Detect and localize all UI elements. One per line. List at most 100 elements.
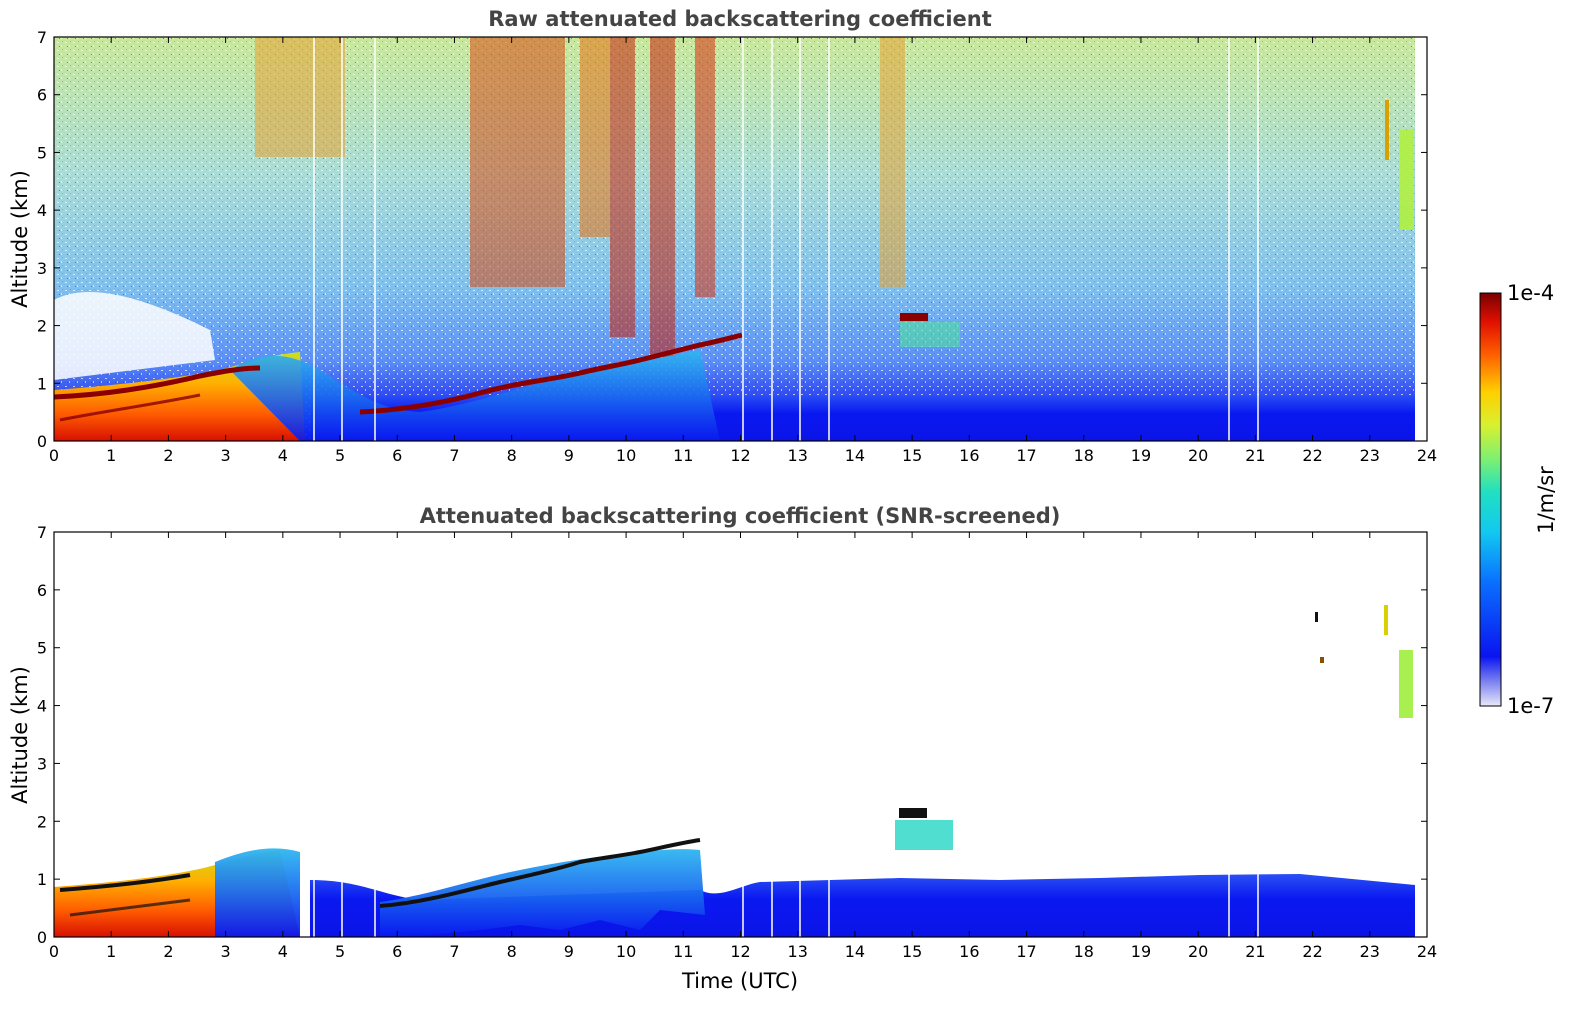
y-tick-label: 6	[37, 86, 47, 105]
x-tick-label: 12	[730, 942, 750, 961]
bottom-elevated-layer-3	[1320, 657, 1324, 663]
x-tick-label: 9	[564, 942, 574, 961]
top-y-axis-label: Altitude (km)	[8, 170, 32, 308]
x-tick-label: 10	[616, 446, 636, 465]
top-layer-lower-line	[59, 393, 201, 422]
bottom-heatmap	[54, 532, 1427, 937]
y-tick-label: 1	[37, 870, 47, 889]
x-tick-label: 8	[507, 942, 517, 961]
x-tick-label: 6	[392, 942, 402, 961]
x-tick-label: 22	[1302, 446, 1322, 465]
bottom-y-axis-label: Altitude (km)	[8, 666, 32, 804]
x-tick-label: 7	[449, 446, 459, 465]
x-tick-label: 5	[335, 942, 345, 961]
top-noisy-columns	[255, 37, 905, 357]
x-tick-label: 4	[278, 942, 288, 961]
x-tick-label: 0	[49, 942, 59, 961]
x-tick-label: 5	[335, 446, 345, 465]
x-tick-label: 17	[1016, 446, 1036, 465]
x-tick-label: 13	[788, 942, 808, 961]
x-tick-label: 3	[221, 942, 231, 961]
colorbar-unit-label: 1/m/sr	[1534, 466, 1558, 534]
bottom-elevated-layer-4	[1384, 605, 1388, 635]
top-missing-end	[1415, 37, 1427, 441]
bottom-elevated-layer-5	[1399, 650, 1413, 718]
x-tick-label: 13	[788, 446, 808, 465]
bottom-layer-top-line	[59, 838, 701, 908]
top-elevated-layer-1	[900, 313, 928, 321]
x-tick-label: 20	[1188, 942, 1208, 961]
x-tick-label: 19	[1131, 446, 1151, 465]
top-elevated-layer-2	[1400, 130, 1414, 230]
x-tick-label: 22	[1302, 942, 1322, 961]
x-tick-label: 2	[163, 446, 173, 465]
bottom-elevated-layer-2	[1315, 612, 1318, 622]
bottom-layer-lower-line	[69, 898, 191, 917]
y-tick-label: 7	[37, 523, 47, 542]
x-axis-label: Time (UTC)	[681, 969, 798, 993]
x-tick-label: 7	[449, 942, 459, 961]
y-tick-label: 3	[37, 754, 47, 773]
x-tick-label: 11	[673, 446, 693, 465]
top-elevated-layer-3	[1385, 100, 1389, 160]
bottom-x-ticks: 0 1 2 3 4 5 6 7 8 9 10 11 12 13 14 15 16 17 18 19 20 21 22 23 24	[49, 532, 1437, 961]
colorbar-max-label: 1e-4	[1507, 281, 1554, 305]
x-tick-label: 6	[392, 446, 402, 465]
x-tick-label: 21	[1245, 446, 1265, 465]
x-tick-label: 14	[845, 446, 865, 465]
x-tick-label: 4	[278, 446, 288, 465]
top-layer-top-line	[54, 332, 743, 415]
x-tick-label: 16	[959, 942, 979, 961]
top-chart-title: Raw attenuated backscattering coefficien…	[488, 7, 992, 31]
top-panel: Raw attenuated backscattering coefficien…	[8, 7, 1437, 465]
x-tick-label: 17	[1016, 942, 1036, 961]
bottom-data-gaps	[313, 532, 1259, 937]
x-tick-label: 9	[564, 446, 574, 465]
y-tick-label: 2	[37, 317, 47, 336]
y-tick-label: 0	[37, 432, 47, 451]
x-tick-label: 21	[1245, 942, 1265, 961]
y-tick-label: 1	[37, 374, 47, 393]
x-tick-label: 8	[507, 446, 517, 465]
x-tick-label: 24	[1417, 446, 1437, 465]
x-tick-label: 3	[221, 446, 231, 465]
y-tick-label: 6	[37, 581, 47, 600]
x-tick-label: 23	[1360, 446, 1380, 465]
top-boundary-layer-cool	[230, 350, 720, 441]
x-tick-label: 18	[1074, 942, 1094, 961]
x-tick-label: 18	[1074, 446, 1094, 465]
bottom-elevated-layer-1	[899, 808, 927, 818]
colorbar-min-label: 1e-7	[1507, 694, 1554, 718]
top-y-ticks: 0 1 2 3 4 5 6 7	[37, 28, 1427, 451]
colorbar: 1e-4 1e-7 1/m/sr	[1479, 281, 1558, 718]
colorbar-gradient	[1479, 292, 1502, 707]
y-tick-label: 2	[37, 812, 47, 831]
x-tick-label: 14	[845, 942, 865, 961]
y-tick-label: 5	[37, 639, 47, 658]
x-tick-label: 15	[902, 446, 922, 465]
y-tick-label: 0	[37, 928, 47, 947]
x-tick-label: 1	[106, 446, 116, 465]
y-tick-label: 7	[37, 28, 47, 47]
x-tick-label: 24	[1417, 942, 1437, 961]
x-tick-label: 23	[1360, 942, 1380, 961]
bottom-panel: Attenuated backscattering coefficient (S…	[8, 504, 1437, 993]
x-tick-label: 10	[616, 942, 636, 961]
x-tick-label: 0	[49, 446, 59, 465]
bottom-y-ticks: 0 1 2 3 4 5 6 7	[37, 523, 1427, 947]
x-tick-label: 12	[730, 446, 750, 465]
top-data-gaps	[313, 37, 1259, 441]
x-tick-label: 2	[163, 942, 173, 961]
x-tick-label: 20	[1188, 446, 1208, 465]
top-heatmap	[54, 37, 1427, 441]
top-clear-region	[54, 291, 215, 380]
top-elevated-layer-1-halo	[900, 322, 960, 347]
bottom-elevated-layer-1-halo	[895, 820, 953, 850]
x-tick-label: 11	[673, 942, 693, 961]
bottom-chart-title: Attenuated backscattering coefficient (S…	[420, 504, 1061, 528]
x-tick-label: 1	[106, 942, 116, 961]
y-tick-label: 4	[37, 697, 47, 716]
top-x-ticks: 0 1 2 3 4 5 6 7 8 9 10 11 12 13 14 15 16 17 18 19 20 21 22 23 24	[49, 37, 1437, 465]
x-tick-label: 16	[959, 446, 979, 465]
y-tick-label: 5	[37, 143, 47, 162]
